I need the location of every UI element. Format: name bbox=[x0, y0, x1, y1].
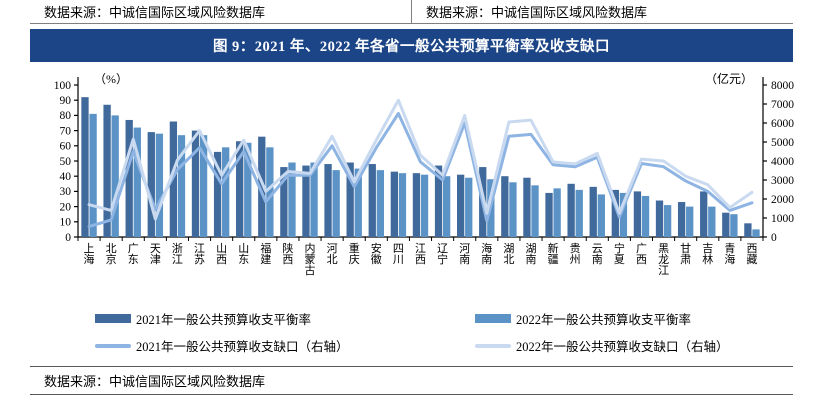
svg-text:（%）: （%） bbox=[94, 72, 128, 86]
legend-label: 2021年一般公共预算收支平衡率 bbox=[136, 313, 312, 327]
x-axis-label: 江苏 bbox=[194, 242, 205, 266]
x-axis-label: 重庆 bbox=[349, 241, 360, 266]
svg-text:20: 20 bbox=[60, 201, 72, 213]
x-axis-label: 陕西 bbox=[282, 241, 293, 266]
svg-text:30: 30 bbox=[60, 186, 72, 198]
x-axis-label: 云南 bbox=[592, 243, 603, 266]
x-axis-label: 内蒙古 bbox=[305, 241, 316, 277]
x-axis-label: 湖南 bbox=[525, 242, 536, 266]
figure-title: 图 9：2021 年、2022 年各省一般公共预算平衡率及收支缺口 bbox=[212, 39, 611, 55]
svg-text:100: 100 bbox=[54, 80, 72, 92]
x-axis-label: 上海 bbox=[84, 242, 95, 266]
source-footer: 数据来源：中诚信国际区域风险数据库 bbox=[30, 366, 793, 395]
column-divider bbox=[411, 0, 412, 24]
svg-text:7000: 7000 bbox=[771, 99, 794, 111]
x-axis-label: 吉林 bbox=[702, 242, 713, 266]
svg-text:2000: 2000 bbox=[771, 194, 794, 206]
x-axis-label: 浙江 bbox=[172, 242, 183, 266]
x-axis-label: 北京 bbox=[106, 242, 117, 266]
x-axis-label: 河北 bbox=[327, 242, 338, 266]
x-axis-label: 天津 bbox=[150, 243, 161, 266]
x-axis-label: 四川 bbox=[393, 243, 404, 266]
svg-text:1000: 1000 bbox=[771, 213, 794, 225]
source-left-cell: 数据来源：中诚信国际区域风险数据库 bbox=[30, 0, 411, 24]
svg-text:10: 10 bbox=[60, 217, 72, 229]
x-axis-label: 湖北 bbox=[503, 242, 514, 266]
svg-text:90: 90 bbox=[60, 95, 72, 107]
legend-item-line-2021: 2021年一般公共预算收支缺口（右轴） bbox=[95, 336, 475, 355]
x-axis-label: 山西 bbox=[216, 242, 227, 266]
source-left-text: 数据来源：中诚信国际区域风险数据库 bbox=[44, 5, 266, 20]
legend-item-line-2022: 2022年一般公共预算收支缺口（右轴） bbox=[475, 336, 763, 355]
x-axis-label: 黑龙江 bbox=[658, 242, 669, 277]
svg-text:80: 80 bbox=[60, 110, 72, 122]
legend-label: 2022年一般公共预算收支平衡率 bbox=[516, 313, 692, 327]
line-swatch-2021 bbox=[95, 343, 131, 348]
source-right-text: 数据来源：中诚信国际区域风险数据库 bbox=[426, 5, 648, 20]
bar-swatch-2021 bbox=[95, 314, 131, 323]
x-axis-label: 宁夏 bbox=[614, 241, 625, 266]
legend-item-bar-2022: 2022年一般公共预算收支平衡率 bbox=[475, 309, 763, 328]
svg-text:4000: 4000 bbox=[771, 156, 794, 168]
source-footer-text: 数据来源：中诚信国际区域风险数据库 bbox=[44, 374, 266, 389]
svg-text:（亿元）: （亿元） bbox=[705, 71, 753, 86]
line-swatch-2022 bbox=[475, 343, 511, 348]
x-axis-label: 辽宁 bbox=[437, 242, 448, 266]
x-axis-label: 江西 bbox=[415, 242, 426, 266]
figure-title-banner: 图 9：2021 年、2022 年各省一般公共预算平衡率及收支缺口 bbox=[30, 29, 793, 62]
x-axis-label: 海南 bbox=[481, 241, 492, 266]
x-axis-label: 广东 bbox=[128, 242, 139, 266]
legend-label: 2022年一般公共预算收支缺口（右轴） bbox=[516, 340, 729, 354]
x-axis-label: 甘肃 bbox=[680, 242, 691, 266]
source-header-row: 数据来源：中诚信国际区域风险数据库 数据来源：中诚信国际区域风险数据库 bbox=[30, 0, 793, 24]
x-axis-label: 西藏 bbox=[746, 243, 757, 266]
x-axis-label: 青海 bbox=[724, 242, 735, 266]
svg-text:50: 50 bbox=[60, 156, 72, 168]
svg-text:0: 0 bbox=[771, 232, 777, 244]
svg-text:0: 0 bbox=[65, 232, 71, 244]
x-axis-label: 广西 bbox=[636, 242, 647, 266]
legend-label: 2021年一般公共预算收支缺口（右轴） bbox=[136, 340, 349, 354]
chart-legend: 2021年一般公共预算收支平衡率 2022年一般公共预算收支平衡率 2021年一… bbox=[95, 309, 763, 355]
svg-text:5000: 5000 bbox=[771, 137, 794, 149]
x-axis-label: 贵州 bbox=[570, 242, 581, 266]
source-right-cell: 数据来源：中诚信国际区域风险数据库 bbox=[412, 0, 793, 24]
svg-text:3000: 3000 bbox=[771, 175, 794, 187]
svg-text:40: 40 bbox=[60, 171, 72, 183]
svg-text:70: 70 bbox=[60, 125, 72, 137]
x-axis-label: 河南 bbox=[459, 242, 470, 266]
x-axis-label: 山东 bbox=[238, 242, 249, 266]
chart-area: 0 10 20 30 40 50 60 70 80 90 100 0 1000 2000 3000 4000 5… bbox=[0, 64, 823, 307]
svg-text:60: 60 bbox=[60, 141, 72, 153]
x-axis-label: 安徽 bbox=[371, 241, 382, 266]
bar-swatch-2022 bbox=[475, 314, 511, 323]
x-axis-label: 新疆 bbox=[548, 241, 559, 266]
legend-item-bar-2021: 2021年一般公共预算收支平衡率 bbox=[95, 309, 475, 328]
svg-text:6000: 6000 bbox=[771, 118, 794, 130]
svg-text:8000: 8000 bbox=[771, 80, 794, 92]
x-axis-label: 福建 bbox=[260, 241, 271, 266]
chart-canvas: 0102030405060708090100010002000300040005… bbox=[54, 71, 795, 277]
